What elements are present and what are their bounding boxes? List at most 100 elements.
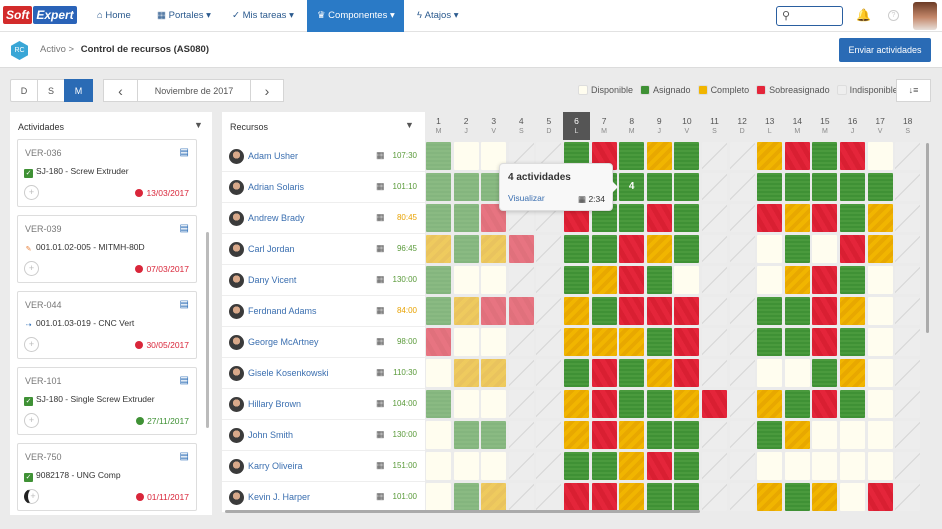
cell-assigned[interactable] — [646, 421, 672, 449]
cell-assigned[interactable] — [757, 421, 783, 449]
cell-overassigned[interactable] — [674, 359, 700, 387]
cell-complete[interactable] — [784, 421, 810, 449]
cell-overassigned[interactable] — [867, 483, 893, 511]
cell-complete[interactable] — [674, 390, 700, 418]
cell-available[interactable] — [453, 452, 479, 480]
cell-complete[interactable] — [453, 297, 479, 325]
cell-overassigned[interactable] — [674, 297, 700, 325]
resource-name[interactable]: George McArtney — [248, 337, 319, 347]
cell-overassigned[interactable] — [564, 483, 589, 511]
cell-complete[interactable] — [591, 328, 617, 356]
cell-available[interactable] — [840, 421, 865, 449]
cell-assigned[interactable] — [619, 359, 645, 387]
clipboard-icon[interactable]: ▤ — [179, 375, 189, 386]
cell-available[interactable] — [757, 235, 783, 263]
cell-assigned[interactable] — [591, 235, 617, 263]
calendar-icon[interactable]: ▦ — [376, 429, 385, 439]
softexpert-logo[interactable]: Soft Expert — [3, 6, 77, 24]
cell-complete[interactable] — [619, 421, 645, 449]
cell-complete[interactable] — [564, 297, 589, 325]
cell-complete[interactable] — [619, 452, 645, 480]
cell-complete[interactable] — [840, 297, 865, 325]
cell-assigned[interactable] — [453, 235, 479, 263]
cell-assigned[interactable] — [453, 173, 479, 201]
nav-atajos[interactable]: ϟ Atajos ▾ — [417, 0, 458, 32]
cell-complete[interactable] — [619, 483, 645, 511]
cell-assigned[interactable] — [840, 328, 865, 356]
clipboard-icon[interactable]: ▤ — [179, 299, 189, 310]
cell-assigned[interactable] — [757, 297, 783, 325]
resource-name[interactable]: Hillary Brown — [248, 399, 302, 409]
cell-assigned[interactable] — [784, 390, 810, 418]
sort-button[interactable]: ↓≡ — [896, 79, 931, 102]
add-icon[interactable]: + — [24, 413, 39, 428]
view-link[interactable]: Visualizar — [508, 193, 545, 203]
cell-complete[interactable] — [840, 359, 865, 387]
day-header[interactable]: 17 V — [867, 112, 894, 140]
cell-overassigned[interactable] — [591, 359, 617, 387]
cell-assigned[interactable] — [564, 359, 589, 387]
add-icon[interactable]: + — [24, 261, 39, 276]
bell-icon[interactable]: 🔔 — [856, 8, 871, 22]
cell-complete[interactable] — [646, 235, 672, 263]
cell-overassigned[interactable] — [840, 235, 865, 263]
cell-assigned[interactable] — [757, 173, 783, 201]
resource-name[interactable]: Carl Jordan — [248, 244, 295, 254]
cell-overassigned[interactable] — [840, 142, 865, 170]
cell-assigned[interactable] — [481, 421, 507, 449]
cell-overassigned[interactable] — [757, 204, 783, 232]
cell-assigned[interactable] — [812, 173, 838, 201]
cell-assigned[interactable] — [426, 266, 451, 294]
cell-available[interactable] — [867, 297, 893, 325]
day-header[interactable]: 13 L — [756, 112, 783, 140]
cell-available[interactable] — [757, 452, 783, 480]
cell-assigned[interactable] — [453, 421, 479, 449]
filter-icon[interactable]: ▼ — [194, 120, 203, 130]
cell-available[interactable] — [757, 266, 783, 294]
cell-available[interactable] — [481, 328, 507, 356]
cell-overassigned[interactable] — [619, 266, 645, 294]
resource-row[interactable]: Adrian Solaris ▦ 101:10 — [222, 172, 425, 203]
cell-available[interactable] — [812, 421, 838, 449]
cell-assigned[interactable] — [840, 390, 865, 418]
calendar-icon[interactable]: ▦ — [376, 398, 385, 408]
cell-overassigned[interactable] — [619, 297, 645, 325]
cell-complete[interactable] — [619, 328, 645, 356]
cell-overassigned[interactable] — [508, 235, 534, 263]
resource-row[interactable]: Hillary Brown ▦ 104:00 — [222, 389, 425, 420]
cell-complete[interactable] — [812, 483, 838, 511]
cell-overassigned[interactable] — [619, 235, 645, 263]
cell-assigned[interactable] — [757, 328, 783, 356]
calendar-icon[interactable]: ▦ — [376, 181, 385, 191]
resource-name[interactable]: Dany Vicent — [248, 275, 297, 285]
cell-complete[interactable] — [453, 359, 479, 387]
cell-available[interactable] — [867, 452, 893, 480]
cell-complete[interactable] — [646, 142, 672, 170]
cell-assigned[interactable] — [674, 142, 700, 170]
day-header[interactable]: 18 S — [894, 112, 921, 140]
resource-row[interactable]: Andrew Brady ▦ 80:45 — [222, 203, 425, 234]
calendar-icon[interactable]: ▦ — [376, 460, 385, 470]
cell-assigned[interactable] — [619, 142, 645, 170]
nav-portales[interactable]: ▦ Portales ▾ — [157, 0, 211, 32]
cell-complete[interactable] — [564, 390, 589, 418]
cell-available[interactable] — [674, 266, 700, 294]
day-header[interactable]: 12 D — [729, 112, 756, 140]
cell-complete[interactable] — [784, 266, 810, 294]
cell-assigned[interactable] — [840, 266, 865, 294]
cell-assigned[interactable] — [646, 328, 672, 356]
cell-assigned[interactable] — [453, 204, 479, 232]
cell-assigned[interactable] — [674, 173, 700, 201]
cell-overassigned[interactable] — [812, 390, 838, 418]
cell-overassigned[interactable] — [646, 204, 672, 232]
cell-available[interactable] — [757, 359, 783, 387]
nav-home[interactable]: ⌂ Home — [97, 0, 131, 32]
cell-available[interactable] — [426, 359, 451, 387]
nav-componentes[interactable]: ♛ Componentes ▾ — [307, 0, 404, 32]
clipboard-icon[interactable]: ▤ — [179, 223, 189, 234]
add-icon[interactable]: + — [24, 337, 39, 352]
cell-assigned[interactable] — [646, 483, 672, 511]
